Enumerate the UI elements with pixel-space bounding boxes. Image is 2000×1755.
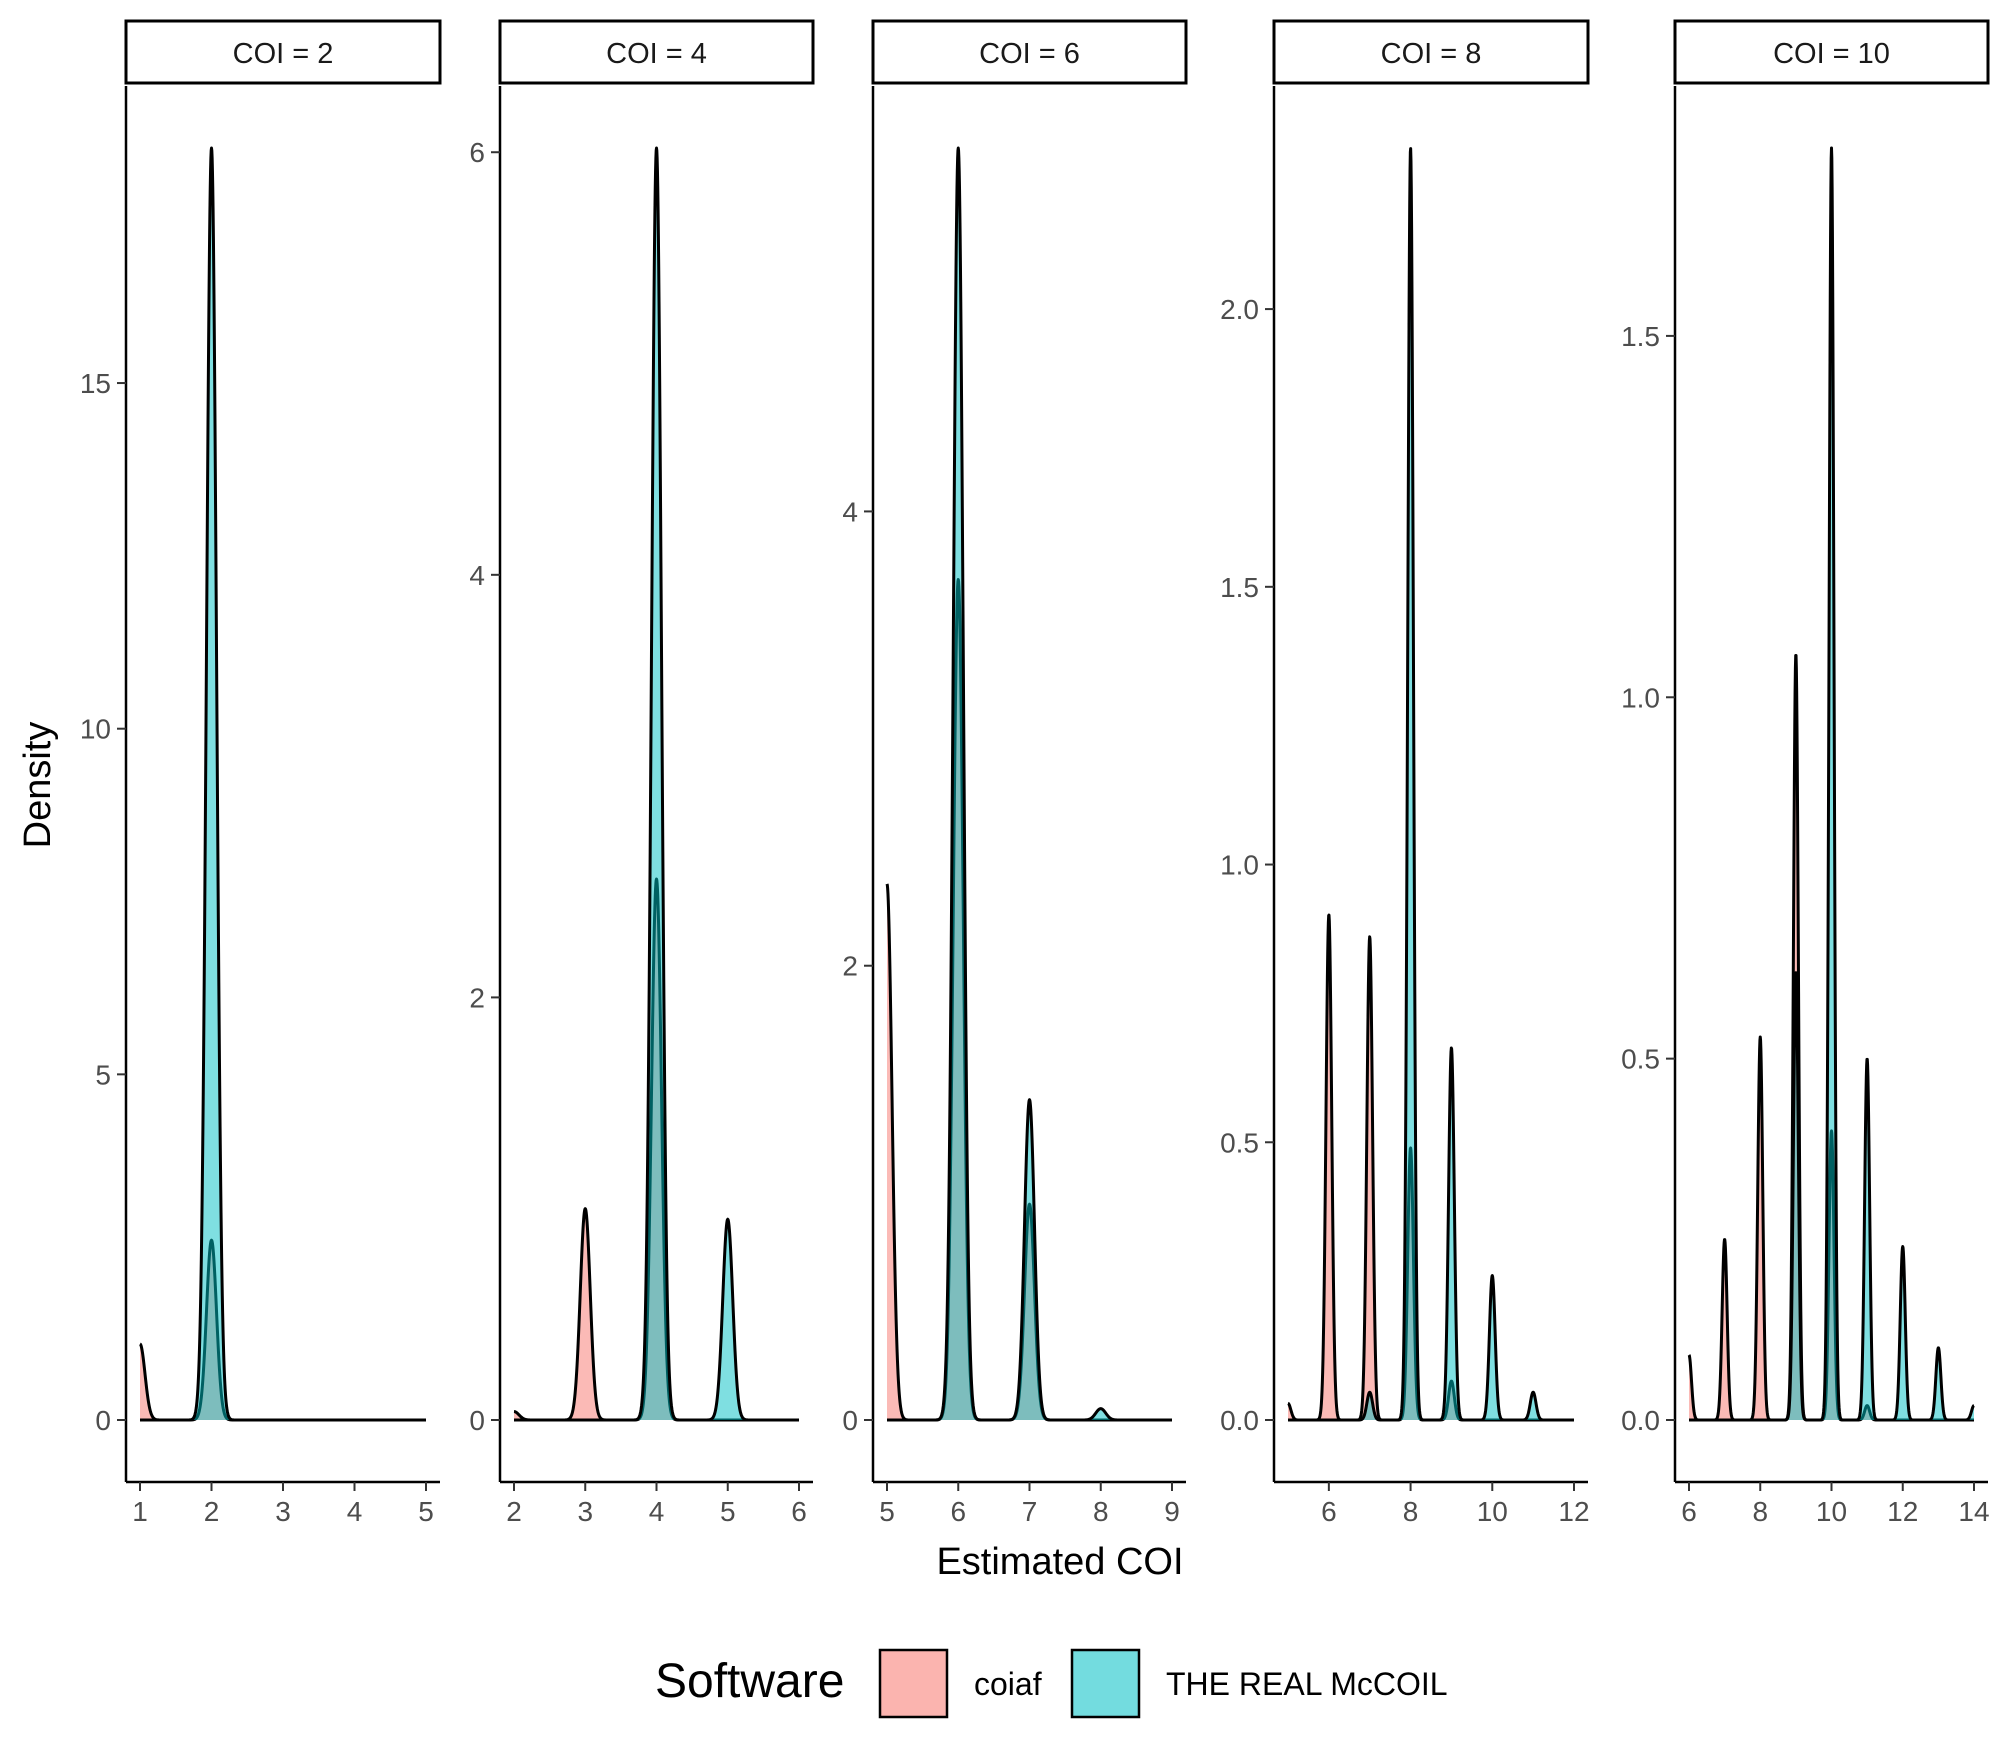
x-axis-title: Estimated COI (936, 1541, 1183, 1583)
density-line-the-real-mccoil (1687, 146, 1976, 1422)
facet-strip-label: COI = 8 (1381, 38, 1482, 70)
facet-panel: COI = 8 0.0 0.5 1.0 1.5 2.0 6 8 10 12 (1220, 19, 1590, 1527)
x-tick-label: 4 (649, 1496, 665, 1527)
y-tick-label: 0.0 (1621, 1405, 1660, 1436)
y-tick-label: 0 (842, 1405, 858, 1436)
density-line-the-real-mccoil (138, 146, 428, 1422)
facet-strip (1272, 19, 1590, 85)
y-tick-label: 5 (95, 1059, 111, 1090)
facet-strip-label: COI = 2 (233, 38, 334, 70)
density-area-the-real-mccoil (140, 148, 426, 1420)
y-tick-label: 0.5 (1220, 1127, 1259, 1158)
y-axis-title: Density (17, 722, 59, 849)
x-tick-label: 8 (1752, 1496, 1768, 1527)
y-tick-label: 1.0 (1220, 850, 1259, 881)
facet-strip-label: COI = 6 (979, 38, 1080, 70)
facet-panel: COI = 2 0 5 10 15 1 2 3 4 5 (80, 19, 442, 1527)
y-tick-label: 0 (95, 1405, 111, 1436)
x-tick-label: 12 (1887, 1496, 1918, 1527)
legend-label-coiaf: coiaf (974, 1666, 1042, 1702)
y-tick-label: 2 (469, 982, 485, 1013)
y-tick-label: 2.0 (1220, 294, 1259, 325)
x-tick-label: 7 (1022, 1496, 1038, 1527)
x-tick-label: 3 (275, 1496, 291, 1527)
legend-title: Software (655, 1655, 844, 1708)
x-tick-label: 14 (1958, 1496, 1989, 1527)
density-area-the-real-mccoil (1689, 148, 1974, 1420)
y-tick-label: 0.5 (1621, 1044, 1660, 1075)
facet-strip-label: COI = 10 (1773, 38, 1890, 70)
y-tick-label: 0 (469, 1405, 485, 1436)
y-tick-label: 6 (469, 137, 485, 168)
x-tick-label: 6 (791, 1496, 807, 1527)
y-tick-label: 1.0 (1621, 682, 1660, 713)
y-tick-label: 0.0 (1220, 1405, 1259, 1436)
legend-label-real-mccoil: THE REAL McCOIL (1166, 1666, 1448, 1702)
y-tick-label: 2 (842, 951, 858, 982)
x-tick-label: 5 (418, 1496, 434, 1527)
x-tick-label: 2 (204, 1496, 220, 1527)
x-tick-label: 10 (1816, 1496, 1847, 1527)
density-area-coiaf (140, 1240, 426, 1420)
density-area-coiaf (1689, 655, 1974, 1420)
x-tick-label: 8 (1403, 1496, 1419, 1527)
x-tick-label: 5 (879, 1496, 895, 1527)
facet-strip (124, 19, 442, 85)
density-line-the-real-mccoil (1286, 147, 1576, 1422)
facet-panel: COI = 4 0 2 4 6 2 3 4 5 6 (469, 19, 815, 1527)
x-tick-label: 2 (506, 1496, 522, 1527)
x-tick-label: 9 (1164, 1496, 1180, 1527)
facet-strip (871, 19, 1188, 85)
legend: Software coiaf THE REAL McCOIL (655, 1648, 1448, 1719)
facet-strip-label: COI = 4 (606, 38, 707, 70)
x-tick-label: 6 (950, 1496, 966, 1527)
facet-strip (498, 19, 815, 85)
legend-key-coiaf (878, 1648, 949, 1719)
y-tick-label: 1.5 (1220, 572, 1259, 603)
density-line-the-real-mccoil (512, 146, 801, 1422)
density-line-the-real-mccoil (885, 146, 1174, 1422)
x-tick-label: 12 (1558, 1496, 1589, 1527)
density-area-the-real-mccoil (887, 148, 1172, 1420)
facet-strip (1673, 19, 1990, 85)
y-tick-label: 4 (842, 496, 858, 527)
x-tick-label: 4 (347, 1496, 363, 1527)
facet-panel: COI = 10 0.0 0.5 1.0 1.5 6 8 10 12 14 (1621, 19, 1990, 1527)
x-tick-label: 1 (132, 1496, 148, 1527)
x-tick-label: 6 (1681, 1496, 1697, 1527)
x-tick-label: 8 (1093, 1496, 1109, 1527)
y-tick-label: 4 (469, 560, 485, 591)
x-tick-label: 10 (1477, 1496, 1508, 1527)
y-tick-label: 15 (80, 368, 111, 399)
density-line-coiaf (138, 1238, 428, 1422)
legend-key-real-mccoil (1070, 1648, 1141, 1719)
facet-panel: COI = 6 0 2 4 5 6 7 8 9 (842, 19, 1188, 1527)
x-tick-label: 5 (720, 1496, 736, 1527)
y-tick-label: 1.5 (1621, 321, 1660, 352)
density-area-the-real-mccoil (514, 148, 799, 1420)
x-tick-label: 6 (1321, 1496, 1337, 1527)
y-tick-label: 10 (80, 714, 111, 745)
x-tick-label: 3 (577, 1496, 593, 1527)
